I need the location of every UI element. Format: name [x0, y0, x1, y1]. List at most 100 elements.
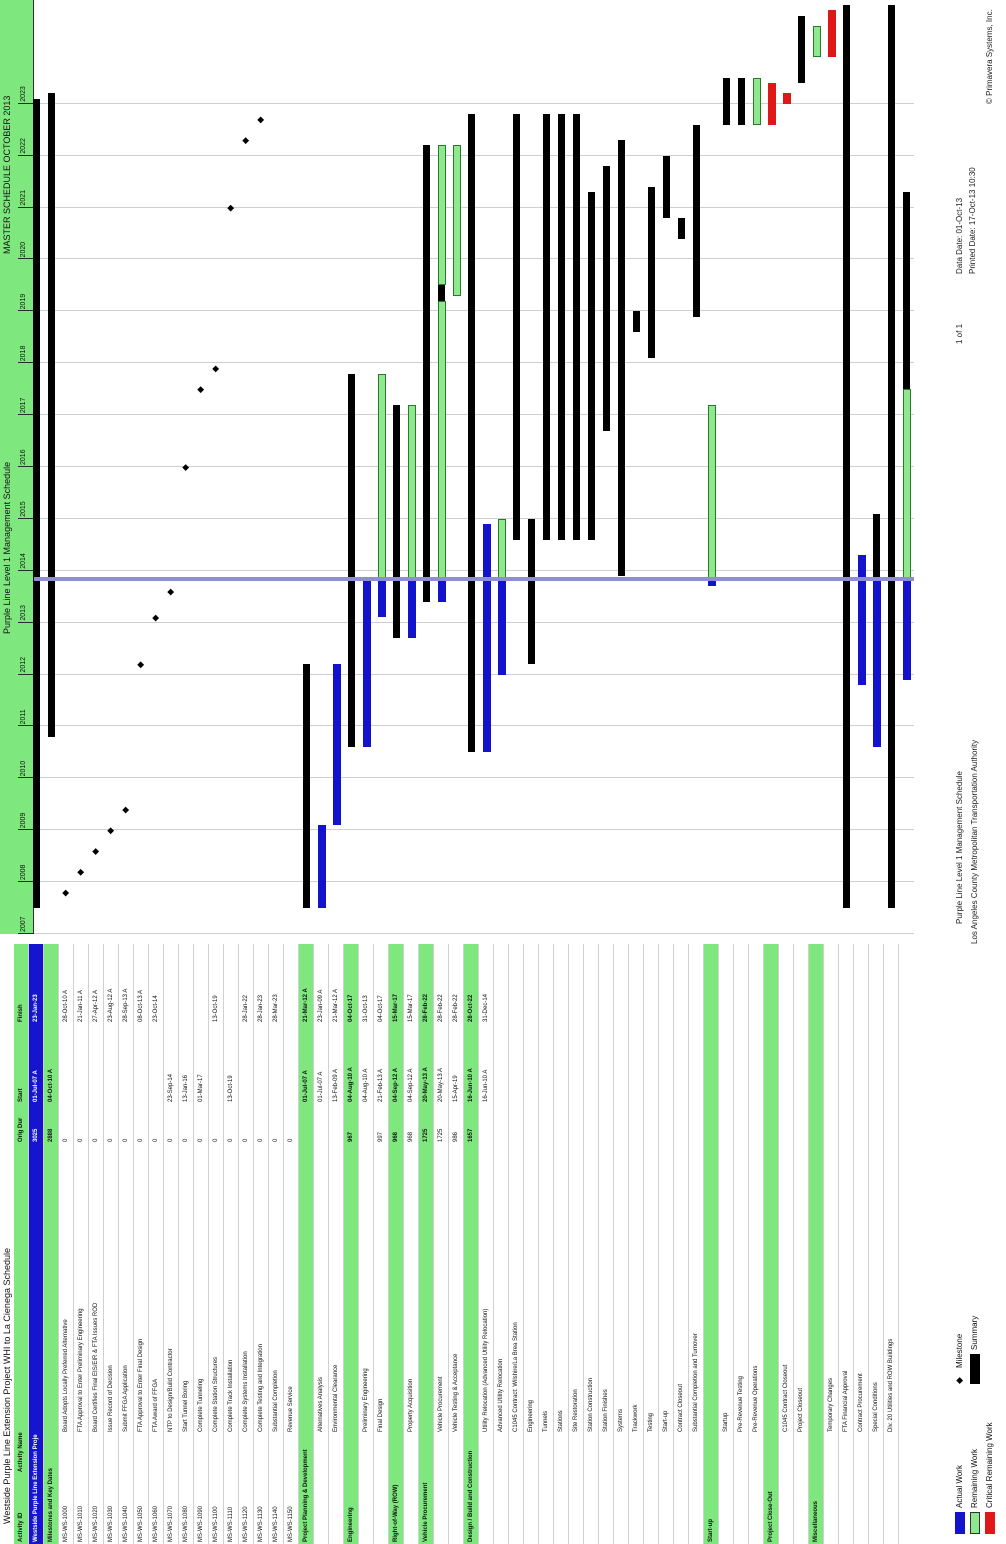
table-row[interactable]: MS-WS-1050 FTA Approval to Enter Final De… [134, 944, 149, 1544]
gantt-bar-summary[interactable] [663, 155, 670, 218]
table-row[interactable]: Westside Purple Line Extension Project: … [29, 944, 44, 1544]
table-row[interactable]: MS-WS-1010 FTA Approval to Enter Prelimin… [74, 944, 89, 1544]
table-row[interactable]: Right-of-Way (ROW) 968 04-Sep-12 A 15-Mar-1… [389, 944, 404, 1544]
milestone-diamond-icon[interactable]: ◆ [120, 806, 130, 814]
gantt-bar-remaining[interactable] [813, 25, 821, 58]
table-row[interactable]: MS-WS-1030 Issue Record of Decision 0 23-Au… [104, 944, 119, 1544]
gantt-bar-remaining[interactable] [903, 389, 911, 582]
table-row[interactable]: Station Construction [584, 944, 599, 1544]
gantt-bar-actual[interactable] [708, 581, 716, 587]
table-row[interactable]: Preliminary Engineering 04-Aug-10 A 31-Oct… [359, 944, 374, 1544]
table-row[interactable]: FTA Financial Approval [839, 944, 854, 1544]
milestone-diamond-icon[interactable]: ◆ [195, 386, 205, 394]
table-row[interactable]: Project Closeout [794, 944, 809, 1544]
gantt-bar-summary[interactable] [543, 114, 550, 540]
milestone-diamond-icon[interactable]: ◆ [90, 848, 100, 855]
col-activity-id[interactable]: Activity ID [18, 1512, 24, 1542]
gantt-bar-actual[interactable] [438, 581, 446, 602]
gantt-bar-summary[interactable] [588, 192, 595, 540]
gantt-bar-actual[interactable] [858, 555, 866, 685]
table-row[interactable]: MS-WS-1040 Submit FFGA Application 0 28-Sep… [119, 944, 134, 1544]
table-row[interactable]: Final Design 997 21-Feb-13 A 04-Oct-17 [374, 944, 389, 1544]
gantt-bar-summary[interactable] [798, 15, 805, 84]
gantt-bar-actual[interactable] [873, 581, 881, 748]
col-orig-dur[interactable]: Orig Dur [18, 1117, 24, 1142]
gantt-bar-summary[interactable] [348, 373, 355, 748]
table-row[interactable]: Vehicle Procurement 1725 20-May-13 A 28-Feb… [434, 944, 449, 1544]
gantt-bar-actual[interactable] [378, 581, 386, 618]
gantt-bar-critical[interactable] [768, 83, 776, 125]
col-start[interactable]: Start [18, 1088, 24, 1102]
table-row[interactable]: MS-WS-1140 Substantial Completion 0 28-Mar-… [269, 944, 284, 1544]
table-row[interactable]: Property Acquisition 968 04-Sep-12 A 15-Mar… [404, 944, 419, 1544]
table-row[interactable]: MS-WS-1100 Complete Station Structures 0 13… [209, 944, 224, 1544]
gantt-bar-summary[interactable] [468, 114, 475, 753]
table-row[interactable]: Special Conditions [869, 944, 884, 1544]
milestone-diamond-icon[interactable]: ◆ [240, 137, 250, 145]
milestone-diamond-icon[interactable]: ◆ [75, 868, 85, 876]
gantt-bar-summary[interactable] [888, 5, 895, 909]
table-row[interactable]: Systems [614, 944, 629, 1544]
table-row[interactable]: Environmental Clearance 13-Feb-09 A 21-Mar… [329, 944, 344, 1544]
gantt-bar-summary[interactable] [303, 664, 310, 909]
table-row[interactable]: MS-WS-1000 Board Adopts Locally Preferred… [59, 944, 74, 1544]
milestone-diamond-icon[interactable]: ◆ [165, 588, 175, 596]
table-row[interactable]: MS-WS-1020 Board Certifies Final EIS/EIR … [89, 944, 104, 1544]
table-row[interactable]: Utility Relocation (Advanced Utility Rel… [479, 944, 494, 1544]
gantt-bar-remaining[interactable] [708, 404, 716, 582]
gantt-bar-remaining[interactable] [438, 145, 446, 286]
gantt-bar-remaining[interactable] [498, 518, 506, 582]
table-row[interactable]: Project Close-Out [764, 944, 779, 1544]
table-row[interactable]: MS-WS-1060 FTA Award of FFGA 0 23-Oct-14 [149, 944, 164, 1544]
milestone-diamond-icon[interactable]: ◆ [210, 365, 220, 373]
col-finish[interactable]: Finish [18, 1004, 24, 1022]
milestone-diamond-icon[interactable]: ◆ [105, 827, 115, 835]
gantt-bar-critical[interactable] [828, 10, 836, 58]
table-row[interactable]: Testing [644, 944, 659, 1544]
gantt-bar-summary[interactable] [693, 124, 700, 317]
gantt-bar-summary[interactable] [558, 114, 565, 540]
table-row[interactable]: MS-WS-1080 Start Tunnel Boring 0 13-Jan-16 [179, 944, 194, 1544]
gantt-bar-actual[interactable] [318, 825, 326, 909]
gantt-bar-actual[interactable] [333, 664, 341, 826]
gantt-bar-summary[interactable] [723, 77, 730, 125]
table-row[interactable]: Design / Build and Construction 1657 16-Ju… [464, 944, 479, 1544]
table-row[interactable]: Vehicle Testing & Acceptance 986 15-Apr-19… [449, 944, 464, 1544]
gantt-bar-summary[interactable] [528, 518, 535, 665]
table-row[interactable]: Start-up [704, 944, 719, 1544]
gantt-bar-remaining[interactable] [378, 373, 386, 582]
table-row[interactable]: Contract Closeout [674, 944, 689, 1544]
table-row[interactable]: Alternatives Analysis 01-Jul-07 A 23-Jan-0… [314, 944, 329, 1544]
table-row[interactable]: C1045 Contract Closeout [779, 944, 794, 1544]
gantt-bar-actual[interactable] [363, 581, 371, 748]
gantt-bar-summary[interactable] [678, 217, 685, 239]
milestone-diamond-icon[interactable]: ◆ [135, 661, 145, 669]
milestone-diamond-icon[interactable]: ◆ [180, 464, 190, 471]
gantt-bar-summary[interactable] [603, 166, 610, 431]
table-row[interactable]: Advanced Utility Relocation [494, 944, 509, 1544]
gantt-bar-remaining[interactable] [408, 404, 416, 582]
gantt-bar-actual[interactable] [498, 581, 506, 675]
table-row[interactable]: Site Restoration [569, 944, 584, 1544]
table-row[interactable]: MS-WS-1130 Complete Testing and Integrati… [254, 944, 269, 1544]
gantt-bar-summary[interactable] [843, 5, 850, 909]
table-row[interactable]: Start-up [659, 944, 674, 1544]
gantt-bar-summary[interactable] [648, 186, 655, 359]
table-row[interactable]: C1045 Contract: Wilshire/La Brea Station [509, 944, 524, 1544]
col-activity-name[interactable]: Activity Name [18, 1432, 24, 1472]
table-row[interactable]: Milestones and Key Dates 2888 04-Oct-10 A [44, 944, 59, 1544]
milestone-diamond-icon[interactable]: ◆ [255, 116, 265, 124]
gantt-bar-summary[interactable] [423, 145, 430, 602]
table-row[interactable]: MS-WS-1120 Complete Systems Installation 0… [239, 944, 254, 1544]
table-row[interactable]: Div. 20 Utilities and ROW Buildings [884, 944, 899, 1544]
gantt-bar-summary[interactable] [738, 77, 745, 125]
gantt-bar-summary[interactable] [903, 192, 910, 390]
gantt-bar-remaining[interactable] [453, 145, 461, 296]
table-row[interactable]: Contract Procurement [854, 944, 869, 1544]
gantt-bar-actual[interactable] [903, 581, 911, 680]
table-row[interactable]: MS-WS-1090 Complete Tunneling 0 01-Mar-17 [194, 944, 209, 1544]
gantt-bar-summary[interactable] [633, 311, 640, 333]
gantt-bar-summary[interactable] [438, 285, 445, 301]
gantt-bar-remaining[interactable] [753, 77, 761, 125]
table-row[interactable]: MS-WS-1150 Revenue Service 0 [284, 944, 299, 1544]
